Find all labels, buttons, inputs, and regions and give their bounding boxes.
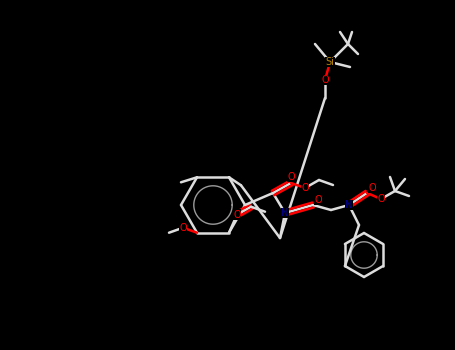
Text: O: O — [287, 172, 295, 182]
Text: O: O — [377, 194, 385, 204]
Text: O: O — [301, 183, 309, 193]
Text: O: O — [314, 195, 322, 205]
Text: O: O — [368, 183, 376, 193]
Text: N: N — [345, 200, 353, 210]
Text: O: O — [233, 210, 241, 220]
Text: N: N — [281, 208, 288, 218]
Text: O: O — [179, 223, 187, 233]
Text: O: O — [321, 75, 329, 85]
Text: Si: Si — [326, 57, 334, 67]
